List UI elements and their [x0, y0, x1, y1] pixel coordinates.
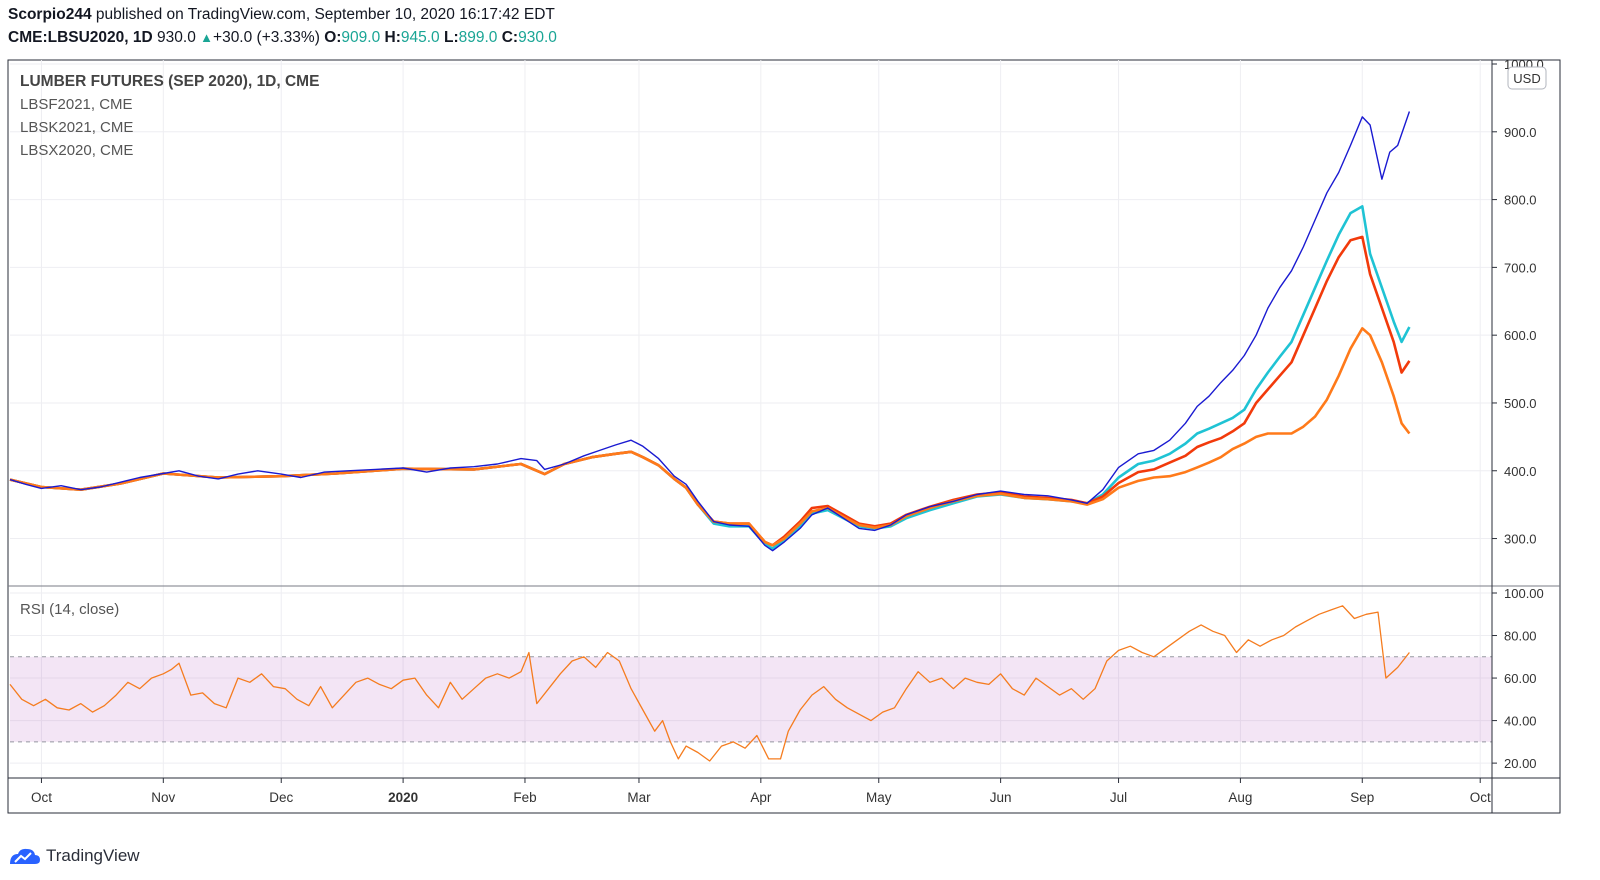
- chart-frame: [7, 59, 1561, 814]
- rsi-tick-label: 80.00: [1504, 629, 1537, 644]
- rsi-tick-label: 40.00: [1504, 714, 1537, 729]
- rsi-axis[interactable]: 100.00 80.00 60.00 40.00 20.00: [1492, 586, 1544, 771]
- legend-item-lumber[interactable]: LUMBER FUTURES (SEP 2020), 1D, CME: [20, 73, 319, 90]
- grid-lines: [10, 60, 1492, 778]
- up-triangle-icon: ▲: [200, 30, 214, 45]
- series-line-2[interactable]: [9, 235, 1411, 547]
- price-tick-label: 600.0: [1504, 328, 1537, 343]
- currency-badge: USD: [1507, 66, 1547, 90]
- time-tick-label: Apr: [750, 790, 772, 805]
- legend-item-lbsf2021[interactable]: LBSF2021, CME: [20, 96, 133, 113]
- time-tick-label: Mar: [627, 790, 651, 805]
- series-line-0[interactable]: [9, 111, 1411, 552]
- rsi-tick-label: 60.00: [1504, 671, 1537, 686]
- time-tick-label: Nov: [151, 790, 175, 805]
- close-label: C:: [501, 29, 519, 46]
- footer-brand[interactable]: TradingView: [8, 846, 140, 866]
- price-change: +30.0 (+3.33%): [213, 29, 320, 46]
- price-tick-label: 300.0: [1504, 532, 1537, 547]
- footer-brand-text: TradingView: [46, 846, 140, 865]
- time-tick-label: Sep: [1350, 790, 1374, 805]
- close-value: 930.0: [518, 29, 557, 46]
- price-tick-label: 800.0: [1504, 193, 1537, 208]
- time-tick-label: Aug: [1228, 790, 1252, 805]
- currency-label: USD: [1513, 71, 1540, 86]
- legend-item-lbsx2020[interactable]: LBSX2020, CME: [20, 142, 133, 159]
- price-tick-label: 400.0: [1504, 464, 1537, 479]
- time-axis[interactable]: Oct Nov Dec 2020 Feb Mar Apr May Jun Jul Aug Sep Oct: [31, 778, 1491, 805]
- series-line-1[interactable]: [9, 205, 1411, 550]
- time-tick-label: Oct: [31, 790, 52, 805]
- tradingview-logo-icon: [10, 848, 40, 864]
- publisher-text: published on TradingView.com, September …: [95, 6, 555, 23]
- time-tick-label: Oct: [1470, 790, 1491, 805]
- low-label: L:: [443, 29, 459, 46]
- time-tick-label: Dec: [269, 790, 293, 805]
- rsi-line[interactable]: [9, 605, 1410, 762]
- time-tick-label: Jun: [990, 790, 1012, 805]
- ohlc-line: CME:LBSU2020, 1D 930.0 ▲+30.0 (+3.33%) O…: [8, 29, 557, 47]
- time-tick-label: Jul: [1110, 790, 1127, 805]
- time-tick-label: Feb: [513, 790, 536, 805]
- series-line-3[interactable]: [9, 327, 1411, 547]
- open-value: 909.0: [341, 29, 381, 46]
- rsi-tick-label: 100.00: [1504, 586, 1544, 601]
- high-value: 945.0: [400, 29, 440, 46]
- price-series-group: [9, 111, 1411, 552]
- rsi-series-group: [9, 605, 1410, 762]
- low-value: 899.0: [458, 29, 498, 46]
- last-price: 930.0: [157, 29, 196, 46]
- price-legend: LUMBER FUTURES (SEP 2020), 1D, CME LBSF2…: [20, 73, 319, 159]
- price-tick-label: 500.0: [1504, 396, 1537, 411]
- time-tick-label: May: [866, 790, 892, 805]
- legend-item-lbsk2021[interactable]: LBSK2021, CME: [20, 119, 133, 136]
- publisher-user[interactable]: Scorpio244: [8, 6, 92, 23]
- rsi-legend[interactable]: RSI (14, close): [20, 601, 119, 618]
- time-tick-label: 2020: [388, 790, 418, 805]
- rsi-band: [10, 656, 1492, 742]
- price-axis[interactable]: 1000.0900.0800.0700.0600.0500.0400.0300.…: [1492, 57, 1544, 547]
- rsi-tick-label: 20.00: [1504, 756, 1537, 771]
- symbol-label: CME:LBSU2020, 1D: [8, 29, 153, 46]
- price-tick-label: 700.0: [1504, 260, 1537, 275]
- price-tick-label: 900.0: [1504, 125, 1537, 140]
- open-label: O:: [324, 29, 342, 46]
- publisher-line: Scorpio244 published on TradingView.com,…: [8, 6, 555, 24]
- high-label: H:: [384, 29, 401, 46]
